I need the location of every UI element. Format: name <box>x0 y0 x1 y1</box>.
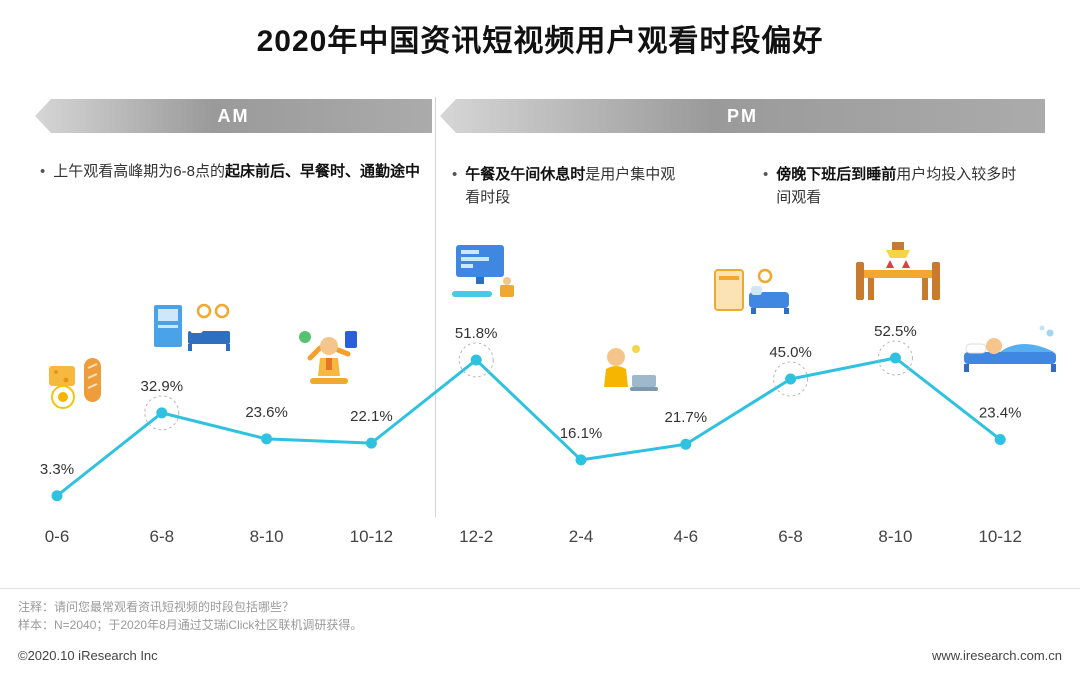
data-point <box>994 433 1006 445</box>
dinner-table-icon <box>856 242 940 309</box>
x-axis-label: 2-4 <box>569 527 594 546</box>
annotation-morning: • 上午观看高峰期为6-8点的起床前后、早餐时、通勤途中 <box>40 160 432 183</box>
x-axis-label: 10-12 <box>978 527 1021 546</box>
bedroom-wakeup-icon <box>152 303 232 360</box>
sleeping-bed-icon <box>962 322 1058 379</box>
x-axis-label: 8-10 <box>250 527 284 546</box>
data-point <box>261 433 273 445</box>
bullet-marker: • <box>452 166 458 183</box>
annotation-noon: • 午餐及午间休息时是用户集中观看时段 <box>452 163 688 210</box>
chart-line <box>56 356 1002 497</box>
value-label: 32.9% <box>141 378 184 395</box>
livingroom-sofa-icon <box>713 268 791 331</box>
annotation-evening: • 傍晚下班后到睡前用户均投入较多时间观看 <box>763 163 1029 210</box>
highlight-ring <box>773 361 809 397</box>
data-point <box>575 454 587 466</box>
value-label: 52.5% <box>874 323 917 340</box>
highlight-ring <box>458 342 494 378</box>
pm-banner-label: PM <box>727 105 758 126</box>
x-axis-label: 4-6 <box>674 527 699 546</box>
x-axis-label: 6-8 <box>150 527 175 546</box>
am-section-banner: AM <box>35 99 432 133</box>
data-point <box>680 438 692 450</box>
data-point <box>889 352 901 364</box>
x-axis-label: 6-8 <box>778 527 803 546</box>
data-point <box>470 354 482 366</box>
value-label: 22.1% <box>350 408 393 425</box>
pm-section-banner: PM <box>440 99 1045 133</box>
commute-phone-icon <box>296 330 362 397</box>
copyright-text: ©2020.10 iResearch Inc <box>18 648 158 663</box>
annotation-evening-text: 傍晚下班后到睡前用户均投入较多时间观看 <box>776 166 1017 207</box>
x-axis-label: 0-6 <box>45 527 70 546</box>
footnote-question: 注释：请问您最常观看资讯短视频的时段包括哪些？ <box>18 600 295 614</box>
page-title: 2020年中国资讯短视频用户观看时段偏好 <box>256 25 824 58</box>
bullet-marker: • <box>763 166 769 183</box>
x-axis-label: 10-12 <box>350 527 393 546</box>
am-pm-divider <box>435 97 436 517</box>
desk-computer-icon <box>450 243 520 310</box>
value-label: 16.1% <box>560 425 603 442</box>
office-worker-icon <box>596 343 662 402</box>
website-text: www.iresearch.com.cn <box>931 648 1062 663</box>
highlight-ring <box>877 340 913 376</box>
data-point <box>785 373 797 385</box>
value-label: 3.3% <box>40 461 74 478</box>
value-label: 21.7% <box>665 409 708 426</box>
data-point <box>51 490 63 502</box>
annotation-noon-text: 午餐及午间休息时是用户集中观看时段 <box>465 166 676 207</box>
data-point <box>365 437 377 449</box>
breakfast-icon <box>48 356 106 415</box>
data-point <box>156 407 168 419</box>
footnote-sample: 样本：N=2040；于2020年8月通过艾瑞iClick社区联机调研获得。 <box>18 618 363 632</box>
highlight-ring <box>144 395 180 431</box>
value-label: 23.4% <box>979 404 1022 421</box>
x-axis-label: 8-10 <box>878 527 912 546</box>
value-label: 51.8% <box>455 325 498 342</box>
x-axis-label: 12-2 <box>459 527 493 546</box>
footer-divider <box>0 588 1080 589</box>
value-label: 45.0% <box>769 344 812 361</box>
value-label: 23.6% <box>245 404 288 421</box>
am-banner-label: AM <box>217 105 250 126</box>
bullet-marker: • <box>40 163 46 180</box>
annotation-morning-text: 上午观看高峰期为6-8点的起床前后、早餐时、通勤途中 <box>53 163 420 180</box>
line-chart: 3.3% 0-6 32.9% 6-8 23.6% 8-10 22.1% 10-12 51.8% 1… <box>40 323 1022 546</box>
